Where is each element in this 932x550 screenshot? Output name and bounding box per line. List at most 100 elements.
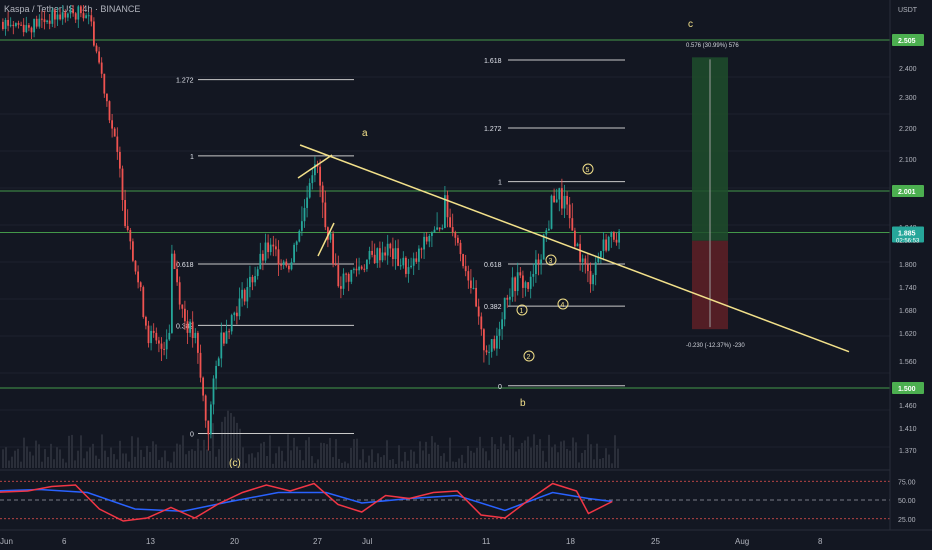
candle-body [207,420,210,435]
volume-bar [494,444,496,468]
candle-body [238,298,241,317]
volume-bar [479,436,481,468]
candle-body [152,330,155,333]
candle-body [522,275,524,288]
candle-body [25,25,28,33]
candle-body [454,232,457,238]
candle-body [480,316,483,330]
volume-bar [98,458,100,468]
volume-bar [518,449,520,468]
candle-body [298,230,301,242]
volume-bar [506,450,508,468]
candle-body [366,259,368,270]
candle-body [199,352,202,378]
candle-body [116,136,119,152]
volume-bar [404,451,406,468]
volume-bar [50,443,52,468]
candle-body [350,269,353,282]
candle-body [93,21,95,46]
volume-bar [101,434,103,468]
volume-bar [251,453,253,468]
volume-bar [143,456,145,468]
candle-body [470,280,472,289]
candle-body [355,268,358,271]
volume-bar [161,457,163,468]
candle-body [576,243,579,247]
volume-bar [359,459,361,468]
candle-body [51,10,54,24]
wave-number-4: 4 [561,302,565,309]
volume-bar [350,447,352,468]
candle-body [568,204,571,219]
volume-bar [20,461,22,468]
candle-body [334,264,337,266]
volume-bar [545,461,547,468]
volume-bar [401,461,403,468]
volume-bar [335,439,337,468]
candle-body [59,14,61,20]
volume-bar [488,460,490,468]
candle-body [17,23,20,25]
candle-body [519,272,522,276]
candle-body [451,227,454,233]
volume-bar [194,450,196,468]
volume-bar [437,444,439,468]
candle-body [225,331,228,344]
candle-body [506,297,509,300]
candle-body [280,264,282,266]
volume-bar [215,456,217,468]
time-tick-label: 20 [230,537,239,546]
candle-body [67,13,69,18]
candle-body [545,230,548,235]
candle-body [293,244,295,263]
candle-body [524,282,527,288]
candle-body [186,321,189,333]
candle-body [319,166,321,186]
volume-bar [119,440,121,468]
candle-body [46,20,48,23]
candle-body [308,183,311,198]
volume-bar [32,455,34,468]
rsi-signal-line [0,488,613,513]
price-tick-label: 1.410 [899,426,917,433]
candle-body [155,332,158,341]
candle-body [402,257,405,266]
candle-body [444,195,446,228]
candle-body [2,21,4,29]
candle-body [217,358,220,366]
candle-body [108,101,111,121]
volume-bar [134,456,136,468]
volume-bar [212,423,214,468]
candle-body [425,236,428,242]
volume-bar [392,459,394,468]
volume-bar [206,449,208,468]
candle-body [145,316,147,326]
candle-body [228,331,230,333]
volume-bar [254,457,256,468]
volume-bar [236,422,238,468]
volume-bar [56,447,58,468]
rsi-tick-label: 75.00 [898,479,916,486]
candle-body [501,319,503,330]
candle-body [121,168,124,201]
price-tick-label: 1.620 [899,331,917,338]
candle-body [386,243,389,256]
candle-body [618,231,620,243]
candle-body [295,241,298,245]
candle-body [106,93,108,102]
candle-body [132,241,134,261]
candle-body [30,27,33,33]
wave-label-c: (c) [229,458,241,469]
volume-bar [146,445,148,468]
candle-body [163,348,165,350]
candle-body [142,287,145,317]
candle-body [483,329,485,351]
candle-body [555,199,558,203]
volume-bar [611,463,613,468]
candle-body [571,218,574,231]
candle-body [475,287,477,307]
volume-bar [503,443,505,468]
candle-body [363,268,366,270]
candle-body [407,267,410,274]
